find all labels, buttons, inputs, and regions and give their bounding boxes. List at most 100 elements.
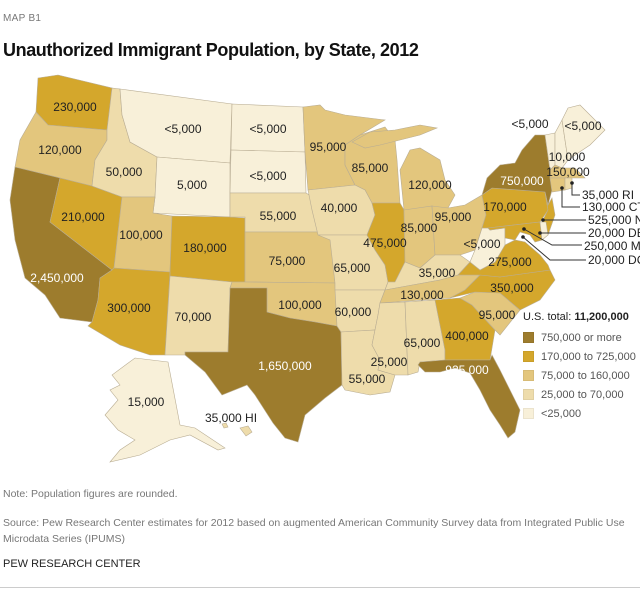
state-label-fl: 925,000 [445, 363, 489, 377]
state-ct [549, 177, 566, 193]
callout-dot-de [538, 231, 542, 235]
map-kicker: MAP B1 [3, 13, 42, 24]
state-label-ks: 75,000 [269, 254, 306, 268]
state-label-nd: <5,000 [249, 122, 286, 136]
callout-dot-ri [570, 181, 574, 185]
state-label-il: 475,000 [363, 236, 407, 250]
state-tx [184, 287, 343, 443]
callout-dot-md [522, 227, 526, 231]
state-label-pa: 170,000 [483, 200, 527, 214]
footnote: Note: Population figures are rounded. [3, 488, 178, 500]
state-label-co: 180,000 [183, 241, 227, 255]
state-label-ms: 25,000 [371, 355, 408, 369]
legend-item: <25,000 [523, 404, 636, 423]
state-label-id: 50,000 [106, 165, 143, 179]
callout-label-ct: 130,000 CT [582, 200, 640, 214]
callout-label-nj: 525,000 NJ [588, 213, 640, 227]
callout-line-dc [522, 236, 586, 261]
legend: U.S. total: 11,200,000 750,000 or more 17… [523, 311, 636, 423]
legend-swatch [523, 389, 534, 400]
callout-line-ct [561, 188, 580, 208]
callout-dot-dc [521, 235, 525, 239]
state-label-nm: 70,000 [175, 310, 212, 324]
state-label-ky: 35,000 [419, 266, 456, 280]
footer-divider [0, 587, 640, 588]
state-label-me: <5,000 [564, 119, 601, 133]
callout-label-md: 250,000 MD [584, 239, 640, 253]
state-label-in: 85,000 [401, 221, 438, 235]
state-me [561, 104, 606, 161]
state-label-ok: 100,000 [278, 298, 322, 312]
state-label-tn: 130,000 [400, 288, 444, 302]
page-title: Unauthorized Immigrant Population, by St… [3, 40, 419, 60]
state-hi [221, 422, 229, 429]
legend-swatch [523, 408, 534, 419]
callout-label-de: 20,000 DE [588, 226, 640, 240]
legend-swatch [523, 351, 534, 362]
state-label-la: 55,000 [349, 372, 386, 386]
state-label-nv: 210,000 [61, 210, 105, 224]
legend-label: <25,000 [541, 407, 582, 420]
state-label-wa: 230,000 [53, 100, 97, 114]
state-label-ga: 400,000 [445, 329, 489, 343]
state-label-sd: <5,000 [249, 169, 286, 183]
state-label-mi: 120,000 [408, 178, 452, 192]
callout-label-dc: 20,000 DC [588, 253, 640, 267]
state-label-sc: 95,000 [479, 308, 516, 322]
state-label-ut: 100,000 [119, 228, 163, 242]
legend-total-value: 11,200,000 [574, 311, 629, 323]
legend-label: 170,000 to 725,000 [541, 350, 636, 363]
state-label-ne: 55,000 [260, 209, 297, 223]
state-label-mt: <5,000 [164, 122, 201, 136]
state-label-vt: <5,000 [511, 117, 548, 131]
state-fl [417, 354, 521, 439]
state-label-wi: 85,000 [352, 161, 389, 175]
state-wy [152, 156, 231, 218]
legend-item: 75,000 to 160,000 [523, 366, 636, 385]
state-nh [554, 119, 569, 169]
brand-credit: PEW RESEARCH CENTER [3, 558, 141, 570]
state-ak [104, 357, 226, 463]
state-label-ma: 150,000 [546, 165, 590, 179]
state-label-wy: 5,000 [177, 178, 207, 192]
state-hi [239, 425, 253, 437]
state-label-mn: 95,000 [310, 140, 347, 154]
callout-label-hi: 35,000 HI [205, 411, 257, 425]
state-label-ar: 60,000 [335, 305, 372, 319]
state-shapes [9, 74, 606, 463]
callout-lines [522, 183, 586, 261]
legend-swatch [523, 332, 534, 343]
legend-label: 75,000 to 160,000 [541, 369, 630, 382]
legend-label: 750,000 or more [541, 331, 622, 344]
legend-item: 750,000 or more [523, 328, 636, 347]
state-label-wv: <5,000 [463, 237, 500, 251]
legend-item: 25,000 to 70,000 [523, 385, 636, 404]
state-label-al: 65,000 [404, 336, 441, 350]
state-nc [449, 269, 556, 311]
callout-line-ri [571, 183, 580, 196]
state-label-ak: 15,000 [128, 395, 165, 409]
legend-swatch [523, 370, 534, 381]
state-label-az: 300,000 [107, 301, 151, 315]
callout-dot-nj [541, 218, 545, 222]
state-mi [351, 124, 439, 149]
state-mi [399, 147, 456, 211]
state-label-va: 275,000 [488, 255, 532, 269]
legend-label: 25,000 to 70,000 [541, 388, 624, 401]
legend-total-label: U.S. total: [523, 311, 572, 323]
callout-label-ri: 35,000 RI [582, 188, 634, 202]
callout-line-md [523, 228, 582, 246]
state-label-mo: 65,000 [334, 261, 371, 275]
state-label-ca: 2,450,000 [30, 271, 84, 285]
state-label-oh: 95,000 [435, 210, 472, 224]
legend-total: U.S. total: 11,200,000 [523, 311, 636, 323]
legend-item: 170,000 to 725,000 [523, 347, 636, 366]
state-label-ia: 40,000 [321, 201, 358, 215]
callout-dot-ct [560, 186, 564, 190]
source-note: Source: Pew Research Center estimates fo… [3, 517, 625, 545]
state-label-tx: 1,650,000 [258, 359, 312, 373]
state-label-ny: 750,000 [500, 174, 544, 188]
state-label-or: 120,000 [38, 143, 82, 157]
state-label-nc: 350,000 [490, 281, 534, 295]
